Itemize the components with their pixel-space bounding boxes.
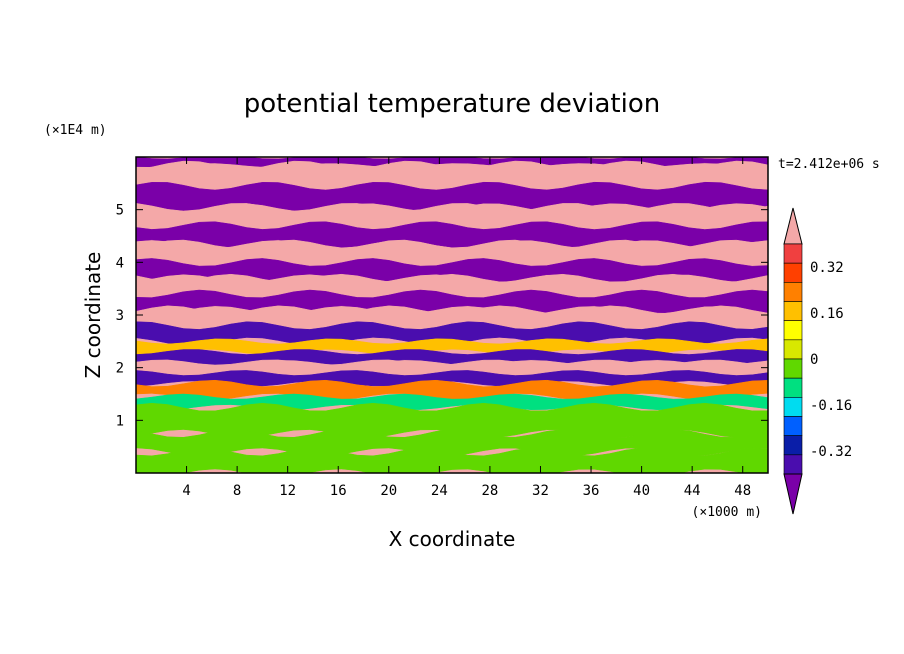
colorbar-segment [783, 454, 803, 475]
x-tick-label: 8 [233, 483, 241, 499]
x-tick-label: 44 [684, 483, 701, 499]
x-tick-label: 28 [481, 483, 498, 499]
colorbar-segment [783, 243, 803, 264]
colorbar-extend-high [783, 207, 803, 245]
x-unit-label: (×1000 m) [692, 505, 762, 520]
y-tick-label: 5 [116, 203, 124, 219]
colorbar-segment [783, 416, 803, 436]
colorbar-segment [783, 282, 803, 302]
x-tick-label: 40 [633, 483, 650, 499]
colorbar-segment [783, 301, 803, 321]
colorbar-segment [783, 320, 803, 341]
x-tick-label: 20 [380, 483, 397, 499]
colorbar-label: 0.32 [810, 260, 844, 276]
colorbar: 0.32 0.16 0 -0.16 -0.32 [783, 207, 852, 515]
y-tick-label: 2 [116, 361, 124, 377]
colorbar-label: 0 [810, 352, 818, 368]
y-axis-ticks: 1 2 3 4 5 [116, 203, 768, 429]
time-label: t=2.412e+06 s [778, 157, 880, 172]
x-tick-label: 4 [182, 483, 190, 499]
x-tick-label: 12 [279, 483, 296, 499]
y-tick-label: 3 [116, 308, 124, 324]
colorbar-label: -0.16 [810, 398, 852, 414]
x-tick-label: 16 [330, 483, 347, 499]
x-tick-label: 32 [532, 483, 549, 499]
colorbar-segment [783, 339, 803, 360]
colorbar-extend-low [783, 473, 803, 515]
contour-layer [136, 393, 768, 411]
x-tick-label: 48 [734, 483, 751, 499]
colorbar-label: -0.32 [810, 444, 852, 460]
y-axis-title: Z coordinate [81, 252, 105, 379]
contour-layer [136, 203, 768, 230]
x-axis-title: X coordinate [389, 527, 516, 551]
contour-layer [136, 239, 768, 267]
plot-area [135, 156, 769, 474]
y-unit-label: (×1E4 m) [44, 123, 107, 138]
x-axis-ticks: 4 8 12 16 20 24 28 32 36 40 44 48 [182, 157, 751, 499]
colorbar-segment [783, 358, 803, 379]
colorbar-segment [783, 435, 803, 456]
contour-layer [136, 447, 768, 473]
colorbar-segment [783, 377, 803, 398]
y-tick-label: 1 [116, 413, 124, 429]
y-tick-label: 4 [116, 255, 124, 271]
x-tick-label: 24 [431, 483, 448, 499]
colorbar-segment [783, 397, 803, 417]
chart-title: potential temperature deviation [244, 89, 660, 119]
colorbar-label: 0.16 [810, 306, 844, 322]
colorbar-segment [783, 262, 803, 283]
contour-layers [136, 157, 768, 473]
x-tick-label: 36 [583, 483, 600, 499]
